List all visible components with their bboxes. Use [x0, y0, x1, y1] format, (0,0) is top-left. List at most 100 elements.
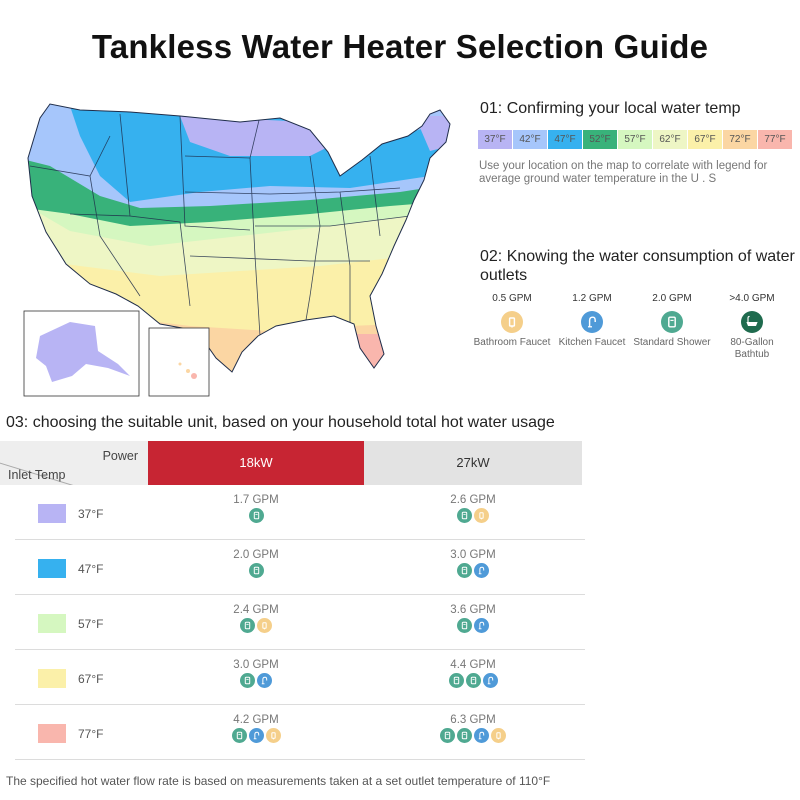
legend-swatch: 37°F — [478, 130, 513, 149]
faucet-icon — [501, 311, 523, 333]
outlet-item: 0.5 GPM Bathroom Faucet — [472, 293, 552, 361]
kitchen-faucet-icon — [474, 563, 489, 578]
flow-rate: 1.7 GPM — [233, 494, 279, 506]
outlet-icons — [364, 508, 582, 523]
flow-rate: 3.6 GPM — [450, 604, 496, 616]
flow-cell-27kw: 6.3 GPM — [364, 714, 582, 743]
outlet-icons — [364, 618, 582, 633]
outlet-gpm: 1.2 GPM — [572, 293, 612, 304]
flow-cell-18kw: 4.2 GPM — [148, 714, 364, 743]
shower-icon — [661, 311, 683, 333]
row-divider — [15, 594, 585, 595]
table-corner-header: Power Inlet Temp — [0, 441, 148, 485]
row-divider — [15, 649, 585, 650]
outlet-icons — [148, 618, 364, 633]
bathtub-icon — [741, 311, 763, 333]
legend-swatch: 67°F — [688, 130, 723, 149]
shower-icon — [457, 563, 472, 578]
unit-selection-table: Power Inlet Temp 18kW 27kW 37°F 1.7 GPM 2.… — [0, 441, 800, 760]
water-outlets-list: 0.5 GPM Bathroom Faucet 1.2 GPM Kitchen Fau… — [472, 293, 792, 361]
temp-color-swatch — [38, 614, 66, 633]
row-divider — [15, 539, 585, 540]
outlet-gpm: >4.0 GPM — [729, 293, 775, 304]
shower-icon — [240, 618, 255, 633]
shower-icon — [248, 563, 264, 578]
inlet-temp-label: 77°F — [78, 727, 104, 741]
shower-icon — [457, 728, 472, 743]
outlet-item: 1.2 GPM Kitchen Faucet — [552, 293, 632, 361]
shower-icon — [465, 673, 481, 688]
shower-icon — [457, 508, 472, 523]
faucet-icon — [257, 618, 272, 633]
outlet-label: Kitchen Faucet — [558, 337, 626, 348]
flow-rate: 2.4 GPM — [233, 604, 279, 616]
outlet-label: Standard Shower — [633, 337, 711, 348]
flow-cell-18kw: 3.0 GPM — [148, 659, 364, 688]
flow-cell-27kw: 3.6 GPM — [364, 604, 582, 633]
outlet-icons — [148, 508, 364, 523]
outlet-icons — [364, 563, 582, 578]
flow-rate: 2.6 GPM — [450, 494, 496, 506]
shower-icon — [248, 508, 264, 523]
legend-swatch: 42°F — [513, 130, 548, 149]
shower-icon — [440, 728, 455, 743]
flow-cell-18kw: 2.0 GPM — [148, 549, 364, 578]
flow-rate: 3.0 GPM — [233, 659, 279, 671]
kitchen-faucet-icon — [482, 673, 498, 688]
flow-rate: 2.0 GPM — [233, 549, 279, 561]
outlet-item: >4.0 GPM 80-Gallon Bathtub — [712, 293, 792, 361]
legend-swatch: 72°F — [723, 130, 758, 149]
row-divider — [15, 759, 585, 760]
table-row: 37°F 1.7 GPM 2.6 GPM — [0, 485, 800, 540]
inlet-temp-label: 57°F — [78, 617, 104, 631]
table-row: 77°F 4.2 GPM 6.3 GPM — [0, 705, 800, 760]
outlet-gpm: 2.0 GPM — [652, 293, 692, 304]
flow-rate: 4.4 GPM — [450, 659, 496, 671]
section-3-title: 03: choosing the suitable unit, based on… — [6, 414, 555, 431]
legend-swatch: 52°F — [583, 130, 618, 149]
kitchen-faucet-icon — [474, 618, 489, 633]
shower-icon — [231, 728, 247, 743]
outlet-label: Bathroom Faucet — [473, 337, 551, 348]
power-header-label: Power — [102, 449, 138, 463]
table-row: 57°F 2.4 GPM 3.6 GPM — [0, 595, 800, 650]
inlet-temp-label: 67°F — [78, 672, 104, 686]
kitchen-faucet-icon — [248, 728, 264, 743]
flow-rate: 3.0 GPM — [450, 549, 496, 561]
inlet-temp-label: 47°F — [78, 562, 104, 576]
page-title: Tankless Water Heater Selection Guide — [91, 28, 709, 65]
temperature-legend: 37°F 42°F 47°F 52°F 57°F 62°F 67°F 72°F 77°F — [478, 130, 793, 149]
temp-color-swatch — [38, 504, 66, 523]
outlet-icons — [364, 673, 582, 688]
row-divider — [15, 704, 585, 705]
table-body: 37°F 1.7 GPM 2.6 GPM 47°F 2.0 GPM 3.0 GPM 57°F… — [0, 485, 800, 760]
flow-cell-27kw: 2.6 GPM — [364, 494, 582, 523]
footnote: The specified hot water flow rate is bas… — [6, 774, 551, 788]
legend-swatch: 62°F — [653, 130, 688, 149]
temp-color-swatch — [38, 559, 66, 578]
faucet-icon — [491, 728, 506, 743]
shower-icon — [240, 673, 255, 688]
legend-swatch: 77°F — [758, 130, 793, 149]
table-header: Power Inlet Temp 18kW 27kW — [0, 441, 800, 485]
flow-rate: 4.2 GPM — [233, 714, 279, 726]
us-groundwater-temperature-map — [10, 96, 465, 411]
outlet-icons — [364, 728, 582, 743]
inlet-temp-header-label: Inlet Temp — [8, 468, 66, 482]
outlet-label: 80-Gallon Bathtub — [730, 337, 774, 360]
column-header-18kw: 18kW — [148, 441, 364, 485]
table-row: 47°F 2.0 GPM 3.0 GPM — [0, 540, 800, 595]
flow-rate: 6.3 GPM — [450, 714, 496, 726]
section-2-title: 02: Knowing the water consumption of wat… — [480, 248, 795, 284]
section-1-description: Use your location on the map to correlat… — [479, 160, 768, 185]
flow-cell-18kw: 2.4 GPM — [148, 604, 364, 633]
outlet-icons — [148, 673, 364, 688]
temp-color-swatch — [38, 669, 66, 688]
inlet-temp-label: 37°F — [78, 507, 104, 521]
shower-icon — [457, 618, 472, 633]
section-1-title: 01: Confirming your local water temp — [480, 100, 741, 117]
flow-cell-27kw: 4.4 GPM — [364, 659, 582, 688]
outlet-item: 2.0 GPM Standard Shower — [632, 293, 712, 361]
kitchen-faucet-icon — [474, 728, 489, 743]
faucet-icon — [265, 728, 281, 743]
